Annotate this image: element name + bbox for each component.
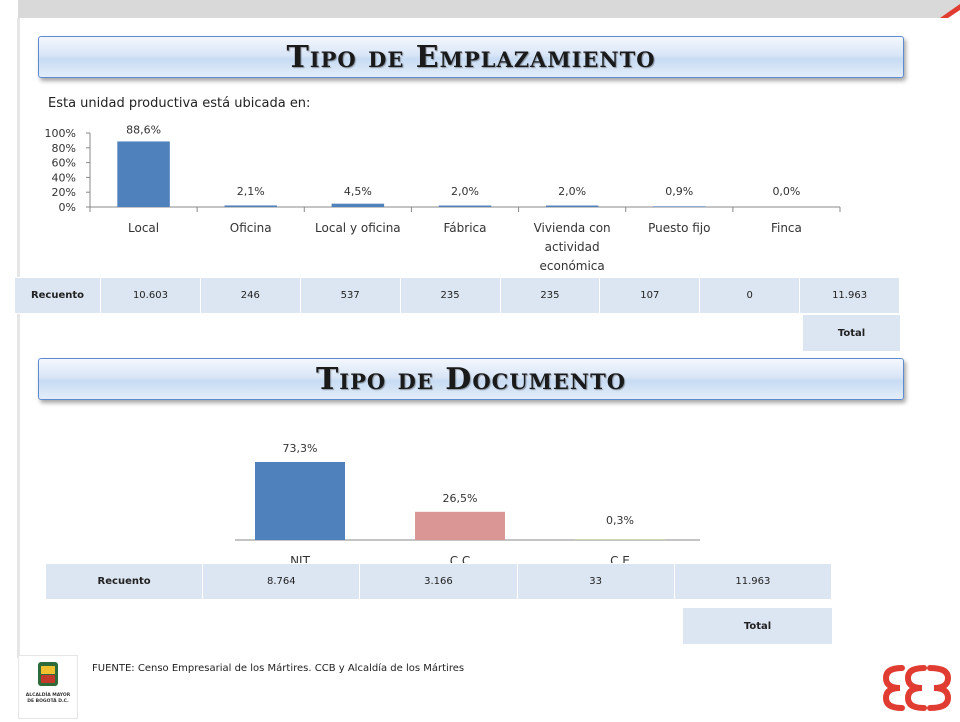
y-tick-label: 20%: [52, 186, 76, 199]
svg-text:ALCALDÍA MAYOR: ALCALDÍA MAYOR: [26, 690, 71, 698]
category-label: Oficina: [230, 221, 272, 235]
bar: [653, 206, 706, 207]
category-label: Fábrica: [444, 221, 487, 235]
data-label: 88,6%: [126, 123, 161, 136]
emplazamiento-table: Recuento 10.603 246 537 235 235 107 0 11…: [14, 277, 900, 314]
table-cell: 11.963: [674, 564, 831, 600]
svg-text:DE BOGOTÁ D.C.: DE BOGOTÁ D.C.: [27, 697, 69, 704]
category-label: económica: [540, 259, 605, 273]
y-tick-label: 40%: [52, 171, 76, 184]
category-label: actividad: [545, 240, 600, 254]
table-cell: 3.166: [360, 564, 517, 600]
y-tick-label: 0%: [59, 201, 76, 214]
data-label: 2,1%: [237, 185, 265, 198]
table-cell: 8.764: [203, 564, 360, 600]
data-label: 4,5%: [344, 185, 372, 198]
data-label: 26,5%: [443, 492, 478, 505]
bar: [255, 462, 345, 540]
table2-total-label: Total: [683, 608, 832, 644]
source-note: FUENTE: Censo Empresarial de los Mártire…: [92, 663, 464, 674]
table-cell: 107: [600, 278, 700, 314]
ccb-logo: [880, 662, 954, 714]
table-cell: 235: [500, 278, 600, 314]
category-label: Finca: [771, 221, 802, 235]
data-label: 0,9%: [665, 185, 693, 198]
bar: [332, 204, 385, 207]
section1-title: Tipo de Emplazamiento: [286, 40, 655, 75]
bar: [546, 206, 599, 207]
data-label: 2,0%: [558, 185, 586, 198]
recuento-header: Recuento: [46, 564, 203, 600]
category-label: Puesto fijo: [648, 221, 710, 235]
table-cell: 11.963: [800, 278, 900, 314]
y-tick-label: 80%: [52, 142, 76, 155]
data-label: 0,3%: [606, 514, 634, 527]
top-decorative-bar: [0, 0, 960, 18]
section1-banner: Tipo de Emplazamiento: [38, 36, 904, 78]
table-cell: 537: [300, 278, 400, 314]
table-cell: 246: [200, 278, 300, 314]
category-label: Local: [128, 221, 159, 235]
category-label: Local y oficina: [315, 221, 401, 235]
section1-subtitle: Esta unidad productiva está ubicada en:: [48, 96, 310, 111]
bar: [117, 141, 170, 207]
data-label: 0,0%: [772, 185, 800, 198]
table1-total-label: Total: [803, 315, 900, 351]
table-cell: 0: [700, 278, 800, 314]
table-cell: 33: [517, 564, 674, 600]
recuento-header: Recuento: [15, 278, 101, 314]
bar: [415, 512, 505, 540]
bar: [439, 206, 492, 207]
data-label: 73,3%: [283, 442, 318, 455]
data-label: 2,0%: [451, 185, 479, 198]
section2-title: Tipo de Documento: [316, 362, 626, 397]
table-row: Recuento 8.764 3.166 33 11.963: [46, 564, 832, 600]
alcaldia-logo: ALCALDÍA MAYOR DE BOGOTÁ D.C.: [18, 655, 78, 719]
table-row: Recuento 10.603 246 537 235 235 107 0 11…: [15, 278, 900, 314]
category-label: Vivienda con: [534, 221, 611, 235]
bar: [224, 205, 277, 207]
table-cell: 10.603: [101, 278, 201, 314]
y-tick-label: 60%: [52, 157, 76, 170]
y-tick-label: 100%: [45, 127, 76, 140]
emplazamiento-chart: 0% 20% 40%60% 80% 100% 88,6% Local 2,1% Oficina 4…: [0, 110, 960, 280]
section2-banner: Tipo de Documento: [38, 358, 904, 400]
documento-table: Recuento 8.764 3.166 33 11.963: [45, 563, 832, 600]
table-cell: 235: [400, 278, 500, 314]
